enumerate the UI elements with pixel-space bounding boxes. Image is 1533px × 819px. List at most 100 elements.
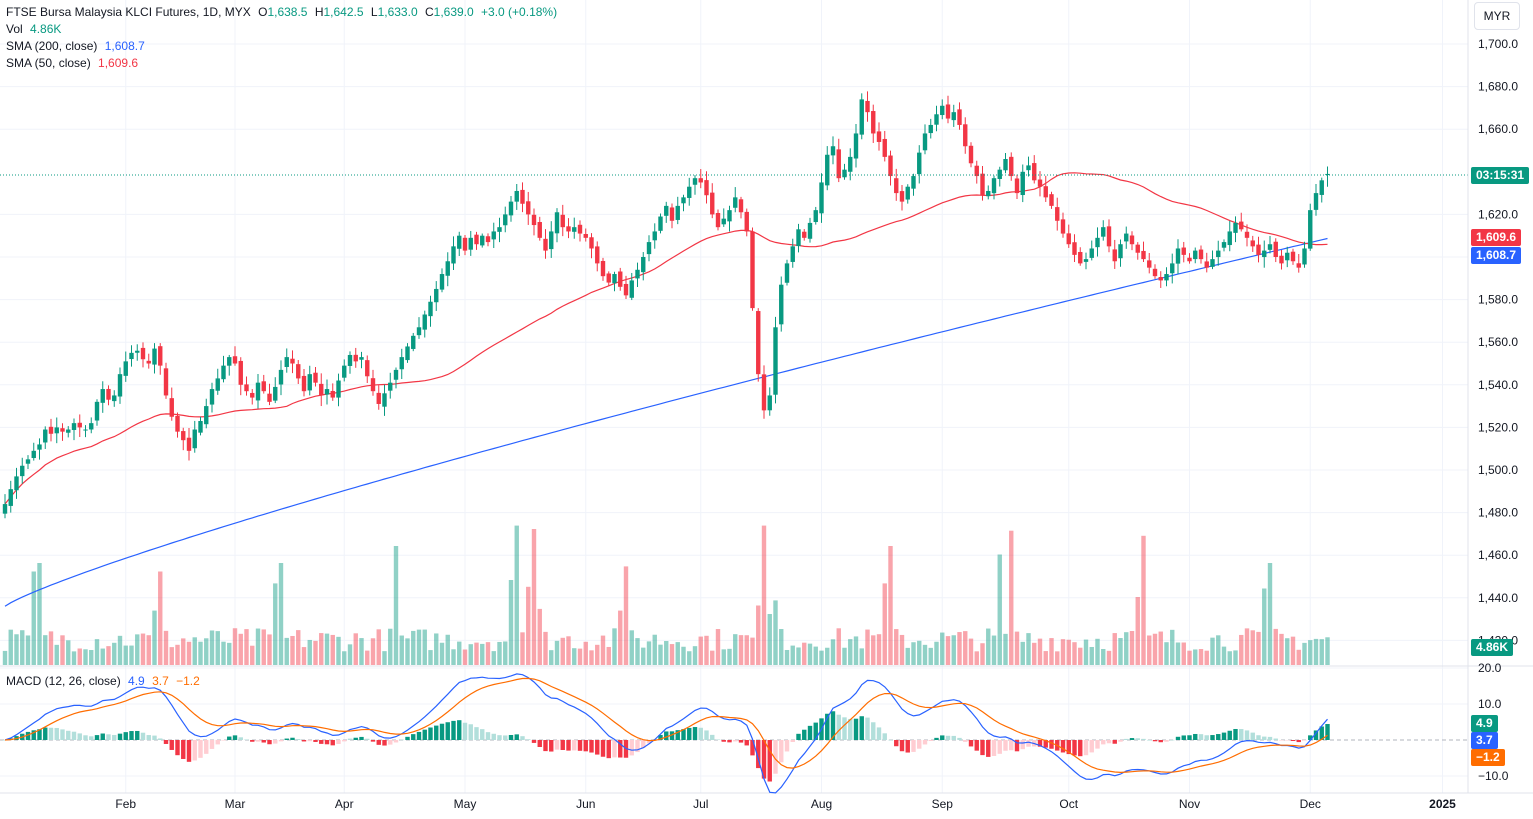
volume-bar (1014, 631, 1020, 665)
macd-hist-bar (370, 740, 376, 742)
macd-hist-bar (692, 727, 698, 740)
macd-hist-bar (324, 740, 330, 745)
macd-hist-bar (359, 736, 364, 740)
volume-bar (491, 651, 496, 665)
sma50-label: SMA (50, close) (6, 56, 91, 70)
candle-body (687, 186, 692, 198)
macd-hist-bar (612, 740, 617, 758)
macd-hist-bar (750, 740, 755, 756)
macd-hist-bar (1118, 740, 1123, 742)
macd-hist-bar (273, 740, 278, 744)
volume-bar (192, 637, 197, 665)
volume-bar (928, 647, 933, 665)
macd-hist-bar (687, 727, 692, 740)
symbol-title[interactable]: FTSE Bursa Malaysia KLCI Futures, 1D, MY… (6, 5, 251, 19)
volume-bar (646, 641, 652, 665)
sma200-line (4, 237, 1328, 607)
volume-bar (301, 647, 307, 665)
macd-hist-bar (1302, 740, 1307, 741)
candle-body (1152, 268, 1158, 277)
volume-bar (853, 636, 859, 665)
candle-body (612, 274, 617, 284)
volume-bar (1129, 630, 1135, 665)
volume-bar (359, 638, 364, 665)
volume-bar (112, 642, 117, 665)
macd-hist-bar (618, 740, 623, 758)
candle-body (43, 429, 48, 443)
macd-hist-bar (1026, 740, 1031, 747)
volume-bar (1164, 642, 1169, 665)
signal-line (4, 677, 1328, 774)
time-tick-label: Mar (225, 797, 246, 811)
high-label: H (314, 5, 324, 19)
price-tick-label: 1,680.0 (1478, 80, 1518, 94)
macd-hist-bar (1147, 739, 1152, 741)
volume-bar (140, 633, 146, 665)
volume-bar (221, 641, 226, 665)
macd-hist-bar (549, 740, 554, 752)
candle-body (445, 261, 450, 276)
macd-hist-bar (560, 740, 565, 751)
candle-body (560, 214, 565, 228)
macd-hist-bar (1279, 740, 1284, 741)
candle-body (1308, 210, 1313, 249)
candle-body (629, 280, 634, 298)
volume-bar (20, 630, 25, 665)
macd-hist-bar (422, 729, 427, 740)
candle-body (267, 393, 272, 402)
macd-hist-bar (365, 738, 370, 740)
macd-hist-bar (336, 740, 341, 744)
volume-bar (215, 631, 220, 665)
candle-body (1032, 163, 1037, 181)
volume-bar (480, 643, 485, 665)
macd-hist-bar (940, 735, 945, 740)
macd-line (4, 673, 1328, 794)
candle-body (1083, 259, 1089, 262)
volume-bar (1290, 636, 1296, 665)
macd-legend[interactable]: MACD (12, 26, close) 4.9 3.7 −1.2 (6, 673, 204, 689)
close-value: 1,639.0 (433, 5, 474, 19)
volume-bar (991, 635, 997, 665)
macd-hist-bar (1267, 736, 1273, 740)
volume-bar (577, 648, 583, 665)
volume-bar (324, 633, 330, 665)
price-tick-label: 1,520.0 (1478, 420, 1518, 434)
macd-hist-bar (876, 727, 882, 740)
volume-bar (1078, 647, 1083, 665)
candle-body (1037, 179, 1043, 187)
macd-hist-bar (1020, 740, 1025, 750)
currency-button[interactable]: MYR (1474, 2, 1520, 30)
sma50-legend[interactable]: SMA (50, close) 1,609.6 (6, 55, 142, 71)
volume-bar (773, 600, 778, 665)
volume-bar (698, 636, 703, 665)
volume-bar (595, 644, 600, 665)
macd-hist-bar (158, 738, 163, 740)
macd-hist-bar (554, 740, 560, 750)
time-tick-label: Jun (576, 797, 595, 811)
volume-legend[interactable]: Vol 4.86K (6, 21, 65, 37)
volume-bar (554, 640, 560, 665)
candle-body (100, 389, 105, 403)
candle-body (1313, 193, 1319, 210)
time-axis: Feb Mar Apr May Jun Jul Aug Sep Oct Nov Dec 2025 (115, 797, 1456, 811)
candle-body (66, 429, 71, 433)
volume-bar (1060, 639, 1066, 665)
volume-bar (669, 644, 675, 665)
sma50-value: 1,609.6 (98, 56, 139, 70)
macd-hist-bar (100, 733, 105, 740)
macd-hist-bar (957, 737, 962, 740)
volume-bar (1204, 650, 1209, 665)
candle-body (940, 105, 945, 116)
macd-hist-bar (802, 729, 807, 740)
macd-hist-bar (221, 740, 226, 741)
volume-bar (727, 648, 732, 665)
candle-body (658, 216, 663, 231)
macd-hist-bar (1233, 728, 1238, 740)
macd-hist-bar (531, 740, 537, 743)
volume-bar (1273, 628, 1278, 665)
volume-bar (342, 651, 347, 665)
volume-bar (560, 637, 565, 665)
volume-bar (675, 642, 680, 665)
sma200-legend[interactable]: SMA (200, close) 1,608.7 (6, 38, 149, 54)
